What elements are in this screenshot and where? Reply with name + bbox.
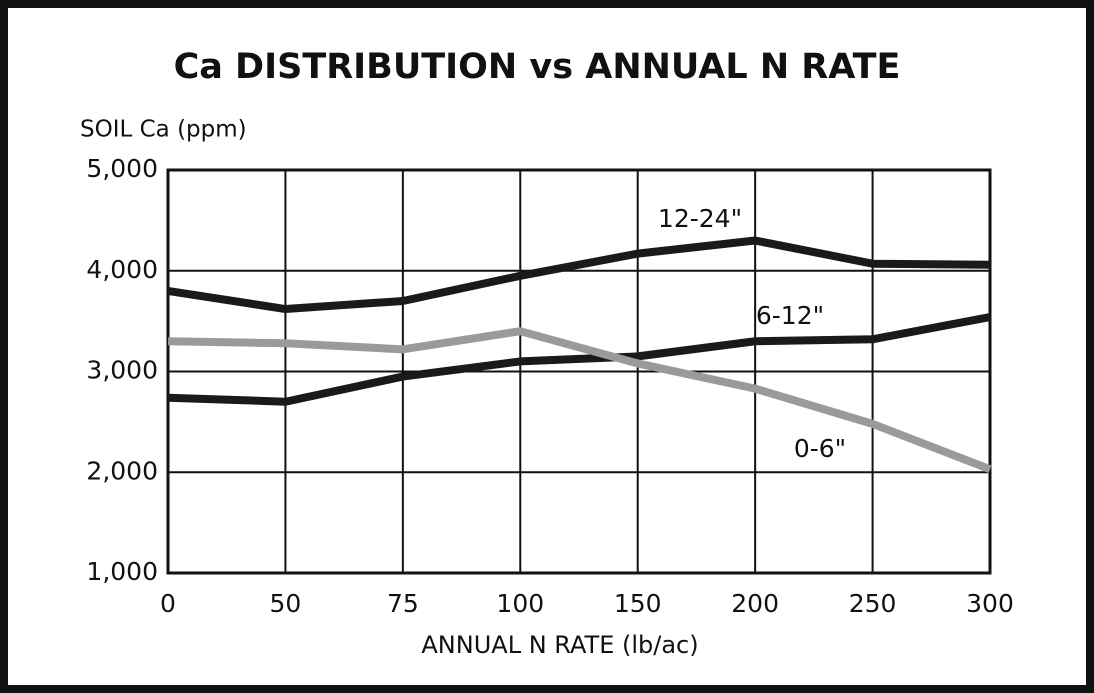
x-tick-label: 150 — [614, 589, 662, 618]
series-line — [167, 327, 992, 473]
chart-title: Ca DISTRIBUTION vs ANNUAL N RATE — [174, 47, 901, 87]
y-axis-label: SOIL Ca (ppm) — [80, 117, 247, 143]
x-tick-label: 300 — [966, 589, 1014, 618]
x-tick-label: 50 — [270, 589, 302, 618]
plot-border — [166, 168, 992, 575]
x-tick-label: 0 — [160, 589, 176, 618]
series-label: 12-24" — [658, 204, 742, 233]
series-label: 0-6" — [794, 434, 846, 463]
y-tick-label: 3,000 — [86, 356, 158, 385]
series-line — [167, 313, 991, 406]
x-axis-label: ANNUAL N RATE (lb/ac) — [421, 631, 698, 659]
series-label: 6-12" — [756, 301, 824, 330]
y-tick-label: 4,000 — [86, 255, 158, 284]
y-tick-label: 5,000 — [86, 154, 158, 183]
x-tick-label: 100 — [496, 589, 544, 618]
y-tick-label: 2,000 — [86, 456, 158, 485]
y-tick-label: 1,000 — [86, 557, 158, 586]
series-line — [167, 236, 991, 314]
x-tick-label: 250 — [849, 589, 897, 618]
x-tick-label: 75 — [387, 589, 419, 618]
x-tick-label: 200 — [731, 589, 779, 618]
